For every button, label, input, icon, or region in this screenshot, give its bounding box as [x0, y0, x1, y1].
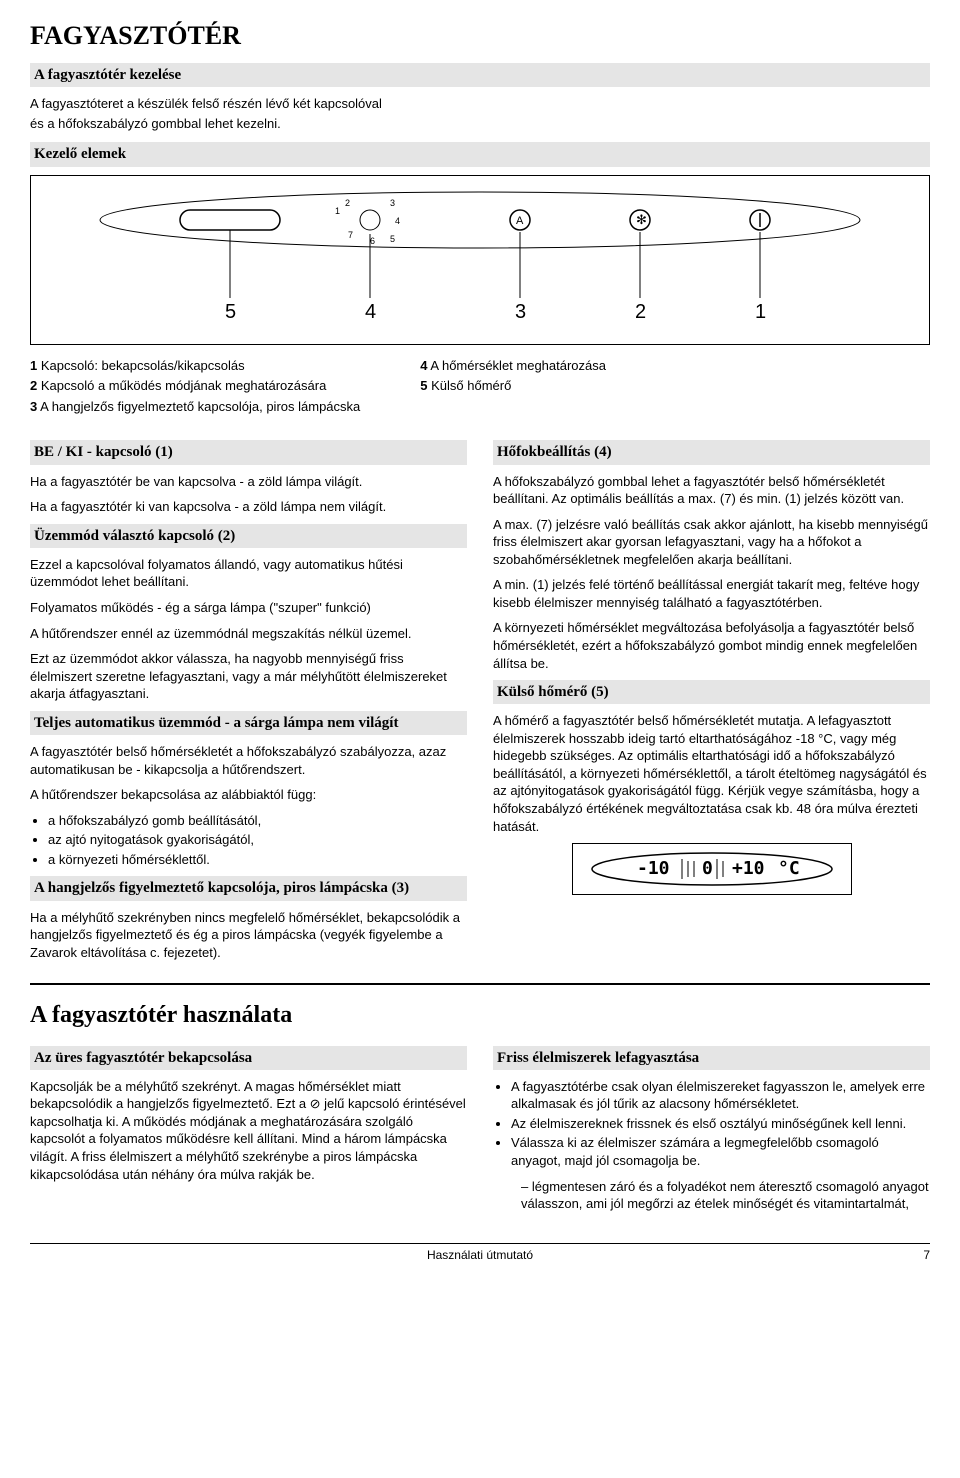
uzemmod-p1: Ezzel a kapcsolóval folyamatos állandó, …	[30, 556, 467, 591]
usage-bul-2: Az élelmiszereknek frissnek és első oszt…	[511, 1115, 930, 1133]
auto-bul-2: az ajtó nyitogatások gyakoriságától,	[48, 831, 467, 849]
uzemmod-p2: Folyamatos működés - ég a sárga lámpa ("…	[30, 599, 467, 617]
svg-text:A: A	[516, 215, 524, 227]
heading-ures-fagyaszto: Az üres fagyasztótér bekapcsolása	[30, 1046, 467, 1070]
usage-right-sub-bullets: légmentesen záró és a folyadékot nem áte…	[521, 1178, 930, 1213]
svg-text:3: 3	[390, 198, 395, 208]
usage-title: A fagyasztótér használata	[30, 999, 930, 1031]
legend-5: 5 Külső hőmérő	[420, 377, 606, 395]
svg-text:2: 2	[345, 198, 350, 208]
auto-p1: A fagyasztótér belső hőmérsékletét a hőf…	[30, 743, 467, 778]
legend-right: 4 A hőmérséklet meghatározása 5 Külső hő…	[420, 357, 606, 419]
heading-teljes-auto: Teljes automatikus üzemmód - a sárga lám…	[30, 711, 467, 735]
be-ki-p1: Ha a fagyasztótér be van kapcsolva - a z…	[30, 473, 467, 491]
auto-bullets: a hőfokszabályzó gomb beállításától, az …	[48, 812, 467, 869]
heading-hangjelzos: A hangjelzős figyelmeztető kapcsolója, p…	[30, 876, 467, 900]
usage-left-p: Kapcsolják be a mélyhűtő szekrényt. A ma…	[30, 1078, 467, 1183]
hofok-p4: A környezeti hőmérséklet megváltozása be…	[493, 619, 930, 672]
intro-line-2: és a hőfokszabályzó gombbal lehet kezeln…	[30, 115, 930, 133]
homero-p: A hőmérő a fagyasztótér belső hőmérsékle…	[493, 712, 930, 835]
heading-uzemmod: Üzemmód választó kapcsoló (2)	[30, 524, 467, 548]
svg-text:-10: -10	[637, 858, 670, 879]
left-column: BE / KI - kapcsoló (1) Ha a fagyasztótér…	[30, 434, 467, 969]
heading-be-ki: BE / KI - kapcsoló (1)	[30, 440, 467, 464]
horizontal-divider	[30, 983, 930, 985]
auto-bul-1: a hőfokszabályzó gomb beállításától,	[48, 812, 467, 830]
auto-p2: A hűtőrendszer bekapcsolása az alábbiakt…	[30, 786, 467, 804]
hofok-p3: A min. (1) jelzés felé történő beállítás…	[493, 576, 930, 611]
legend-1: 1 Kapcsoló: bekapcsolás/kikapcsolás	[30, 357, 360, 375]
svg-text:✻: ✻	[636, 212, 647, 227]
footer-page-number: 7	[900, 1247, 930, 1263]
intro-line-1: A fagyasztóteret a készülék felső részén…	[30, 95, 930, 113]
usage-right-col: Friss élelmiszerek lefagyasztása A fagya…	[493, 1040, 930, 1221]
legend-row: 1 Kapcsoló: bekapcsolás/kikapcsolás 2 Ka…	[30, 357, 930, 419]
svg-text:4: 4	[395, 216, 400, 226]
heading-kulso-homero: Külső hőmérő (5)	[493, 680, 930, 704]
svg-text:7: 7	[348, 230, 353, 240]
usage-bul-1: A fagyasztótérbe csak olyan élelmiszerek…	[511, 1078, 930, 1113]
svg-text:°C: °C	[778, 858, 800, 879]
callout-5: 5	[225, 301, 236, 323]
svg-text:5: 5	[390, 234, 395, 244]
legend-4: 4 A hőmérséklet meghatározása	[420, 357, 606, 375]
legend-3: 3 A hangjelzős figyelmeztető kapcsolója,…	[30, 398, 360, 416]
svg-text:6: 6	[370, 236, 375, 246]
control-panel-diagram: 2 3 4 5 6 7 1 A ✻ 5 4 3 2 1	[30, 175, 930, 345]
callout-2: 2	[635, 301, 646, 323]
legend-2: 2 Kapcsoló a működés módjának meghatároz…	[30, 377, 360, 395]
hofok-p1: A hőfokszabályzó gombbal lehet a fagyasz…	[493, 473, 930, 508]
uzemmod-p3: A hűtőrendszer ennél az üzemmódnál megsz…	[30, 625, 467, 643]
usage-sub-1: légmentesen záró és a folyadékot nem áte…	[521, 1178, 930, 1213]
svg-text:0: 0	[702, 858, 713, 879]
hofok-p2: A max. (7) jelzésre való beállítás csak …	[493, 516, 930, 569]
legend-left: 1 Kapcsoló: bekapcsolás/kikapcsolás 2 Ka…	[30, 357, 360, 419]
footer-bar: Használati útmutató 7	[30, 1243, 930, 1263]
thermometer-graphic: -10 0 +10 °C	[572, 843, 852, 895]
usage-left-col: Az üres fagyasztótér bekapcsolása Kapcso…	[30, 1040, 467, 1221]
svg-text:+10: +10	[732, 858, 765, 879]
footer-center-text: Használati útmutató	[60, 1247, 900, 1263]
usage-right-bullets: A fagyasztótérbe csak olyan élelmiszerek…	[511, 1078, 930, 1170]
uzemmod-p4: Ezt az üzemmódot akkor válassza, ha nagy…	[30, 650, 467, 703]
callout-1: 1	[755, 301, 766, 323]
svg-text:1: 1	[335, 206, 340, 216]
intro-block: A fagyasztóteret a készülék felső részén…	[30, 95, 930, 132]
auto-bul-3: a környezeti hőmérséklettől.	[48, 851, 467, 869]
section-heading-kezelese: A fagyasztótér kezelése	[30, 63, 930, 87]
hangjelzos-p: Ha a mélyhűtő szekrényben nincs megfelel…	[30, 909, 467, 962]
usage-bul-3: Válassza ki az élelmiszer számára a legm…	[511, 1134, 930, 1169]
callout-4: 4	[365, 301, 376, 323]
heading-hofokbeallitas: Hőfokbeállítás (4)	[493, 440, 930, 464]
heading-friss-elelmiszer: Friss élelmiszerek lefagyasztása	[493, 1046, 930, 1070]
callout-3: 3	[515, 301, 526, 323]
section-heading-kezelo-elemek: Kezelő elemek	[30, 142, 930, 166]
right-column: Hőfokbeállítás (4) A hőfokszabályzó gomb…	[493, 434, 930, 969]
be-ki-p2: Ha a fagyasztótér ki van kapcsolva - a z…	[30, 498, 467, 516]
page-title: FAGYASZTÓTÉR	[30, 18, 930, 53]
